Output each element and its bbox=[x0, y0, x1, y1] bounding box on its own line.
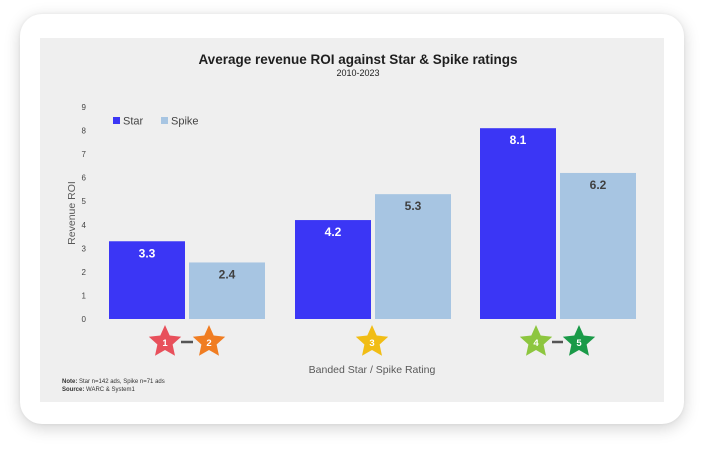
star-icon bbox=[562, 325, 596, 356]
star-rating-label: 4 bbox=[533, 338, 539, 349]
data-label: 2.4 bbox=[219, 267, 236, 281]
data-label: 3.3 bbox=[139, 246, 156, 260]
y-axis-ticks: 0 1 2 3 4 5 6 7 8 9 bbox=[82, 103, 87, 324]
bar bbox=[375, 194, 451, 319]
star-icon bbox=[519, 325, 553, 356]
bar bbox=[560, 172, 636, 319]
legend-label: Spike bbox=[171, 116, 199, 128]
chart-subtitle: 2010-2023 bbox=[336, 68, 379, 78]
y-tick-label: 2 bbox=[82, 268, 87, 277]
legend-label: Star bbox=[123, 116, 144, 128]
bar bbox=[295, 220, 371, 319]
chart-source: Source: WARC & System1 bbox=[62, 387, 135, 393]
y-tick-label: 7 bbox=[82, 150, 87, 159]
y-tick-label: 0 bbox=[82, 315, 87, 324]
chart-title: Average revenue ROI against Star & Spike… bbox=[198, 52, 517, 67]
star-rating-label: 3 bbox=[369, 338, 374, 349]
star-rating-label: 2 bbox=[206, 338, 211, 349]
chart-note: Note: Star n=142 ads, Spike n=71 ads bbox=[62, 379, 165, 385]
source-label: Source: bbox=[62, 387, 84, 393]
y-tick-label: 8 bbox=[82, 127, 87, 136]
y-tick-label: 3 bbox=[82, 244, 87, 253]
source-text: WARC & System1 bbox=[84, 387, 135, 393]
bars: 3.3 2.4 4.2 5.3 8.1 6.2 bbox=[109, 128, 636, 319]
bar bbox=[480, 128, 556, 319]
note-text: Star n=142 ads, Spike n=71 ads bbox=[77, 379, 164, 385]
legend-swatch bbox=[161, 117, 168, 124]
star-rating-label: 1 bbox=[162, 338, 168, 349]
note-label: Note: bbox=[62, 379, 77, 385]
y-tick-label: 4 bbox=[82, 221, 87, 230]
data-label: 8.1 bbox=[510, 133, 527, 147]
star-rating-label: 5 bbox=[576, 338, 582, 349]
star-icon bbox=[148, 325, 182, 356]
star-rating-markers: 1 2 3 4 5 bbox=[148, 325, 596, 356]
data-label: 4.2 bbox=[325, 225, 342, 239]
star-icon bbox=[355, 325, 389, 356]
star-icon bbox=[192, 325, 226, 356]
y-tick-label: 5 bbox=[82, 197, 87, 206]
y-axis-label: Revenue ROI bbox=[66, 181, 78, 245]
bar bbox=[109, 241, 185, 319]
legend-swatch bbox=[113, 117, 120, 124]
bar bbox=[189, 262, 265, 319]
y-tick-label: 1 bbox=[82, 291, 87, 300]
y-tick-label: 9 bbox=[82, 103, 87, 112]
x-axis-label: Banded Star / Spike Rating bbox=[309, 364, 436, 376]
y-tick-label: 6 bbox=[82, 174, 87, 183]
data-label: 5.3 bbox=[405, 199, 422, 213]
data-label: 6.2 bbox=[590, 178, 607, 192]
legend: Star Spike bbox=[113, 116, 199, 128]
